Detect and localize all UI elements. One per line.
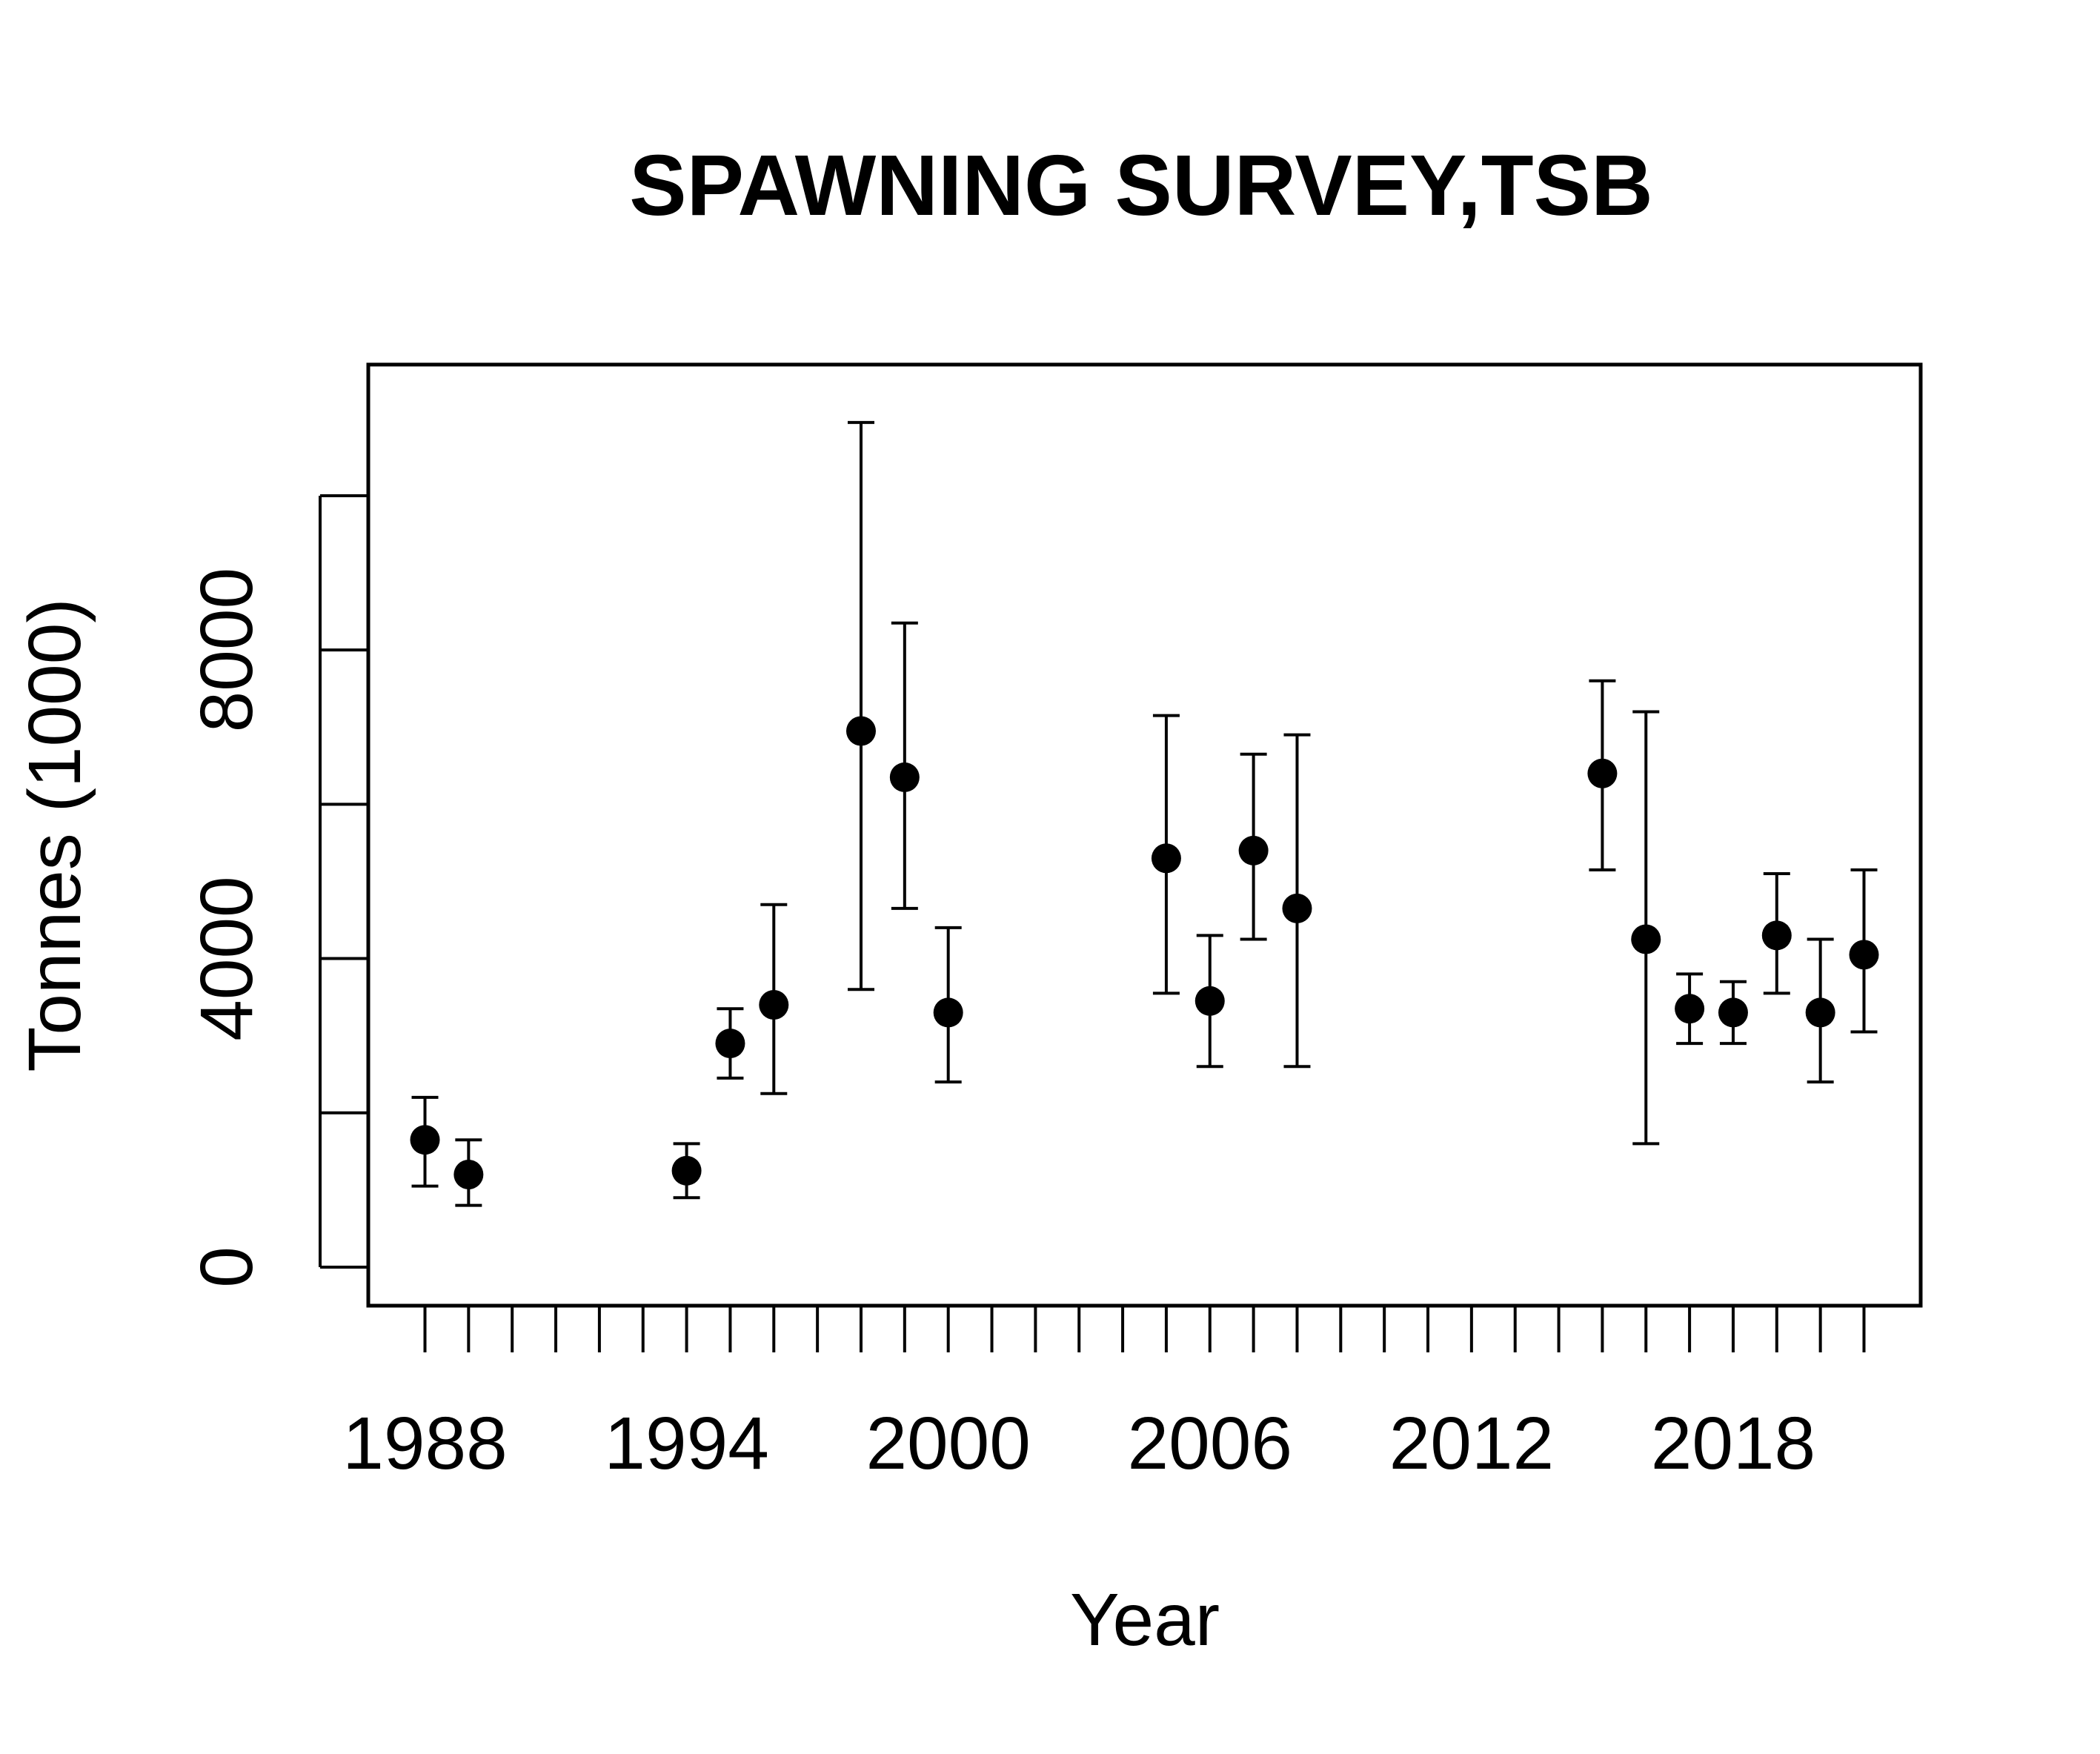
x-tick-label: 2000 (865, 1402, 1030, 1485)
data-point (715, 1029, 745, 1059)
data-point (845, 716, 876, 746)
data-point (1805, 997, 1835, 1028)
data-point (1238, 835, 1269, 866)
data-point-group (1718, 980, 1748, 1046)
x-tick-label: 2006 (1128, 1402, 1292, 1485)
data-point (1718, 997, 1748, 1028)
data-point-group (410, 1095, 440, 1188)
data-point (1761, 920, 1792, 951)
data-marks (410, 421, 1879, 1207)
data-point-group (671, 1142, 702, 1200)
data-point-group (1675, 972, 1705, 1046)
y-tick-label: 4000 (185, 876, 268, 1040)
y-axis-title: Tonnes (1000) (13, 598, 96, 1072)
data-point (759, 990, 789, 1020)
data-point-group (1805, 937, 1835, 1084)
data-point-group (1849, 868, 1879, 1034)
data-point (933, 997, 963, 1028)
data-point (1675, 994, 1705, 1024)
data-point-group (1761, 872, 1792, 995)
data-point (1849, 940, 1879, 970)
x-axis-title: Year (1070, 1578, 1220, 1661)
x-tick-label: 1994 (604, 1402, 768, 1485)
y-tick-label: 8000 (185, 568, 268, 732)
chart-title: SPAWNING SURVEY,TSB (629, 137, 1653, 233)
data-point (1151, 843, 1181, 874)
data-point (671, 1155, 702, 1186)
data-point (1587, 758, 1618, 788)
y-axis: 0 4000 8000 (185, 494, 368, 1288)
data-point (1282, 893, 1312, 923)
data-point-group (933, 926, 963, 1084)
x-tick-label: 1988 (342, 1402, 507, 1485)
data-point (889, 762, 920, 792)
data-point (1631, 924, 1661, 954)
data-point-group (1631, 710, 1661, 1146)
x-axis: 1988 1994 2000 2006 2012 2018 (342, 1304, 1866, 1485)
plot-frame (366, 362, 1923, 1308)
data-point (453, 1160, 484, 1190)
data-point-group (889, 621, 920, 910)
data-point-group (453, 1138, 484, 1207)
y-tick-label: 0 (185, 1246, 268, 1288)
data-point-group (845, 421, 876, 991)
data-point-group (1587, 679, 1618, 871)
data-point-group (1194, 934, 1225, 1069)
data-point-group (1282, 733, 1312, 1069)
x-tick-label: 2018 (1651, 1402, 1815, 1485)
data-point-group (1238, 752, 1269, 941)
data-point-group (1151, 714, 1181, 995)
data-point-group (715, 1007, 745, 1080)
data-point-group (759, 903, 789, 1095)
data-point (1194, 986, 1225, 1016)
x-tick-label: 2012 (1389, 1402, 1554, 1485)
data-point (410, 1125, 440, 1155)
